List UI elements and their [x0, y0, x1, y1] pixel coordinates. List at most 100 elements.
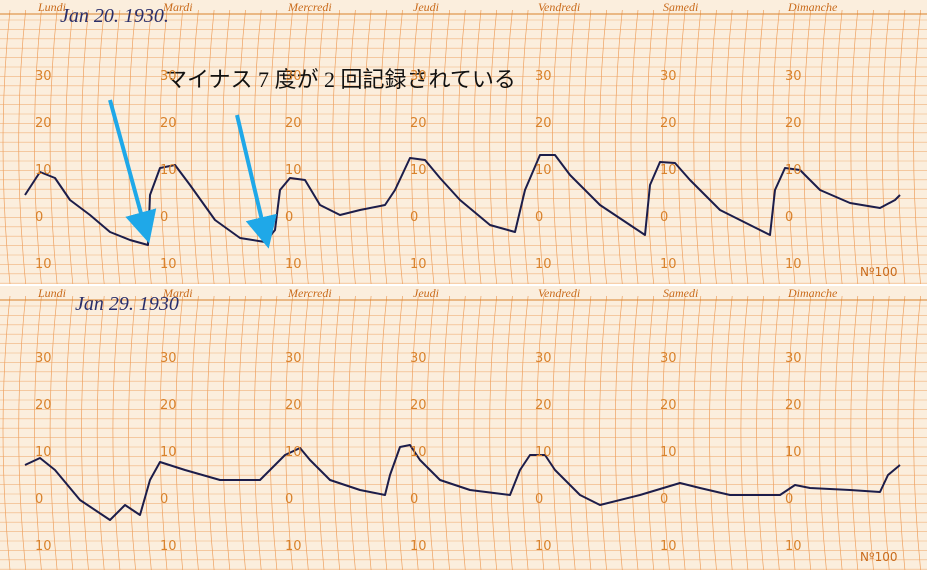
grid-arc [724, 9, 733, 285]
grid-arc [222, 295, 231, 570]
grid-arc [269, 295, 278, 570]
grid-arc [677, 295, 686, 570]
temperature-label: 10 [660, 539, 677, 554]
temperature-label: 10 [410, 445, 427, 460]
temperature-label: 30 [285, 69, 302, 84]
grid-arc [630, 295, 639, 570]
grid-arc [630, 9, 639, 285]
day-label: Lundi [37, 286, 66, 300]
temperature-trace [24, 444, 901, 521]
temperature-label: 10 [35, 163, 52, 178]
grid-arc [426, 295, 435, 570]
temperature-label: 20 [785, 116, 802, 131]
day-label: Mardi [162, 0, 193, 14]
day-label: Samedi [663, 286, 698, 300]
grid-arc [693, 295, 702, 570]
temperature-label: 10 [535, 539, 552, 554]
grid-arc [771, 9, 780, 285]
grid-arc [567, 9, 576, 285]
grid-arc [505, 295, 513, 570]
day-label: Vendredi [538, 286, 580, 300]
temperature-label: 0 [660, 492, 668, 507]
grid-arc [18, 9, 27, 285]
grid-arc [285, 9, 293, 285]
grid-arc [457, 295, 466, 570]
temperature-label: 0 [160, 210, 168, 225]
grid-arc [379, 295, 388, 570]
day-label: Dimanche [787, 0, 838, 14]
grid-arc [881, 295, 890, 570]
grid-arc [285, 295, 293, 570]
grid-arc [206, 9, 215, 285]
grid-arc [473, 9, 482, 285]
grid-arc [913, 295, 921, 570]
grid-arc [81, 9, 89, 285]
annotation: マイナス 7 度が 2 回記録されている [165, 67, 516, 92]
temperature-label: 20 [285, 398, 302, 413]
day-label: Mardi [162, 286, 193, 300]
grid-arc [834, 295, 843, 570]
grid-arc [410, 295, 419, 570]
day-label: Mercredi [287, 286, 332, 300]
temperature-label: 10 [35, 539, 52, 554]
grid-arc [128, 9, 136, 285]
grid-arc [646, 295, 655, 570]
temperature-label: 0 [785, 210, 793, 225]
temperature-label: 30 [35, 69, 52, 84]
grid-arc [583, 9, 592, 285]
grid-arc [96, 9, 105, 285]
temperature-label: 10 [160, 539, 177, 554]
grid-arc [677, 9, 686, 285]
grid-arc [191, 9, 199, 285]
grid-arc [49, 295, 58, 570]
grid-arc [175, 9, 184, 285]
day-label: Jeudi [413, 286, 439, 300]
grid-arc [897, 9, 906, 285]
grid-arc [348, 9, 356, 285]
temperature-label: 0 [410, 492, 418, 507]
grid-arc [913, 9, 921, 285]
temperature-label: 30 [410, 69, 427, 84]
grid-arc [253, 295, 262, 570]
temperature-label: 10 [785, 163, 802, 178]
grid-arc [473, 295, 482, 570]
grid-arc [128, 295, 136, 570]
grid-arc [238, 9, 246, 285]
grid-arc [771, 295, 780, 570]
temperature-label: 20 [410, 116, 427, 131]
grid-arc [803, 9, 812, 285]
temperature-label: 10 [660, 257, 677, 272]
temperature-label: 10 [535, 445, 552, 460]
temperature-label: 0 [785, 492, 793, 507]
grid-arc [65, 9, 74, 285]
temperature-label: 30 [535, 69, 552, 84]
temperature-label: 10 [660, 445, 677, 460]
temperature-label: 30 [160, 69, 177, 84]
grid-arc [316, 295, 325, 570]
grid-arc [143, 9, 152, 285]
temperature-label: 30 [785, 69, 802, 84]
grid-arc [34, 295, 42, 570]
grid-arc [410, 9, 419, 285]
grid-arc [191, 295, 199, 570]
temperature-label: 30 [410, 351, 427, 366]
grid-arc [662, 9, 670, 285]
grid-arc [662, 295, 670, 570]
day-label: Lundi [37, 0, 66, 14]
grid-arc [599, 9, 607, 285]
temperature-label: 10 [785, 539, 802, 554]
grid-arc [2, 9, 11, 285]
temperature-label: 10 [285, 445, 302, 460]
grid-arc [49, 9, 58, 285]
temperature-label: 10 [35, 445, 52, 460]
grid-arc [520, 9, 529, 285]
grid-arc [426, 9, 435, 285]
grid-arc [787, 9, 796, 285]
temperature-label: 20 [535, 398, 552, 413]
grid-arc [300, 9, 309, 285]
grid-arc [332, 9, 341, 285]
temperature-label: 30 [660, 69, 677, 84]
temperature-label: 30 [35, 351, 52, 366]
temperature-label: 0 [285, 492, 293, 507]
